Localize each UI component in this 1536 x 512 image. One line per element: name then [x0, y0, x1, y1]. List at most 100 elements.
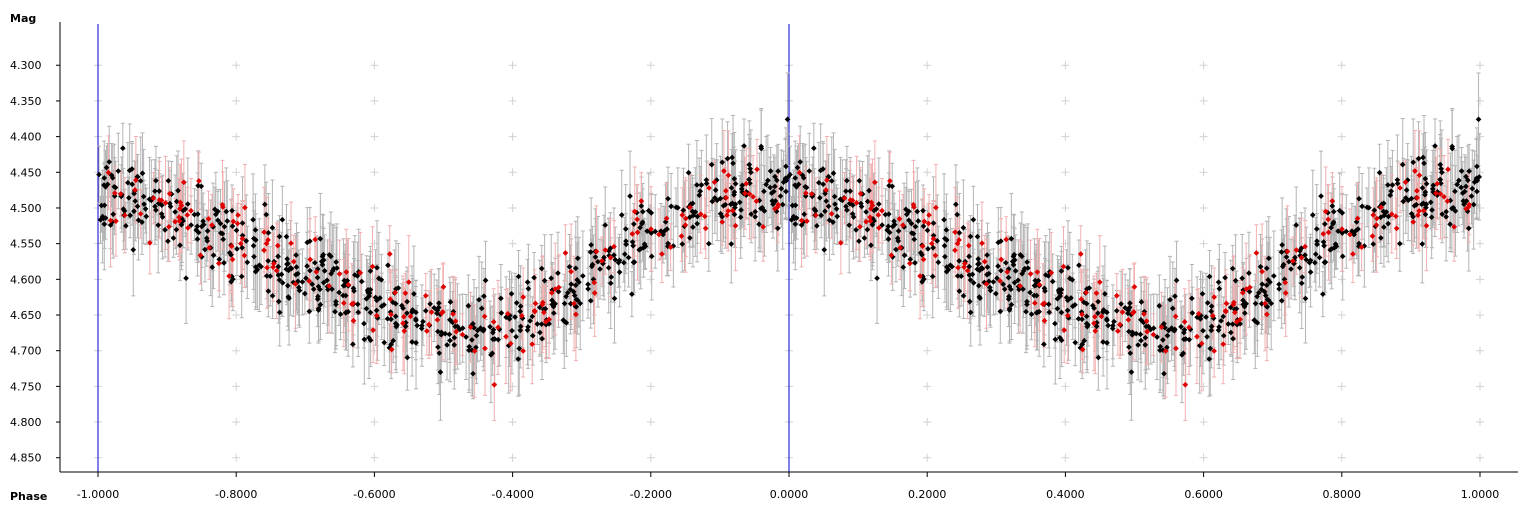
data-point — [1241, 310, 1248, 316]
data-point — [162, 227, 168, 233]
data-point — [1437, 180, 1444, 187]
data-point — [1339, 253, 1346, 260]
data-point — [585, 286, 591, 292]
data-point — [1402, 179, 1409, 185]
data-point — [602, 247, 609, 253]
data-point — [1032, 277, 1039, 284]
grid-cross — [508, 168, 517, 177]
data-point — [109, 175, 116, 181]
data-point — [444, 342, 450, 348]
data-point — [234, 220, 241, 227]
data-point — [564, 289, 571, 296]
data-point — [1215, 279, 1222, 286]
grid-cross — [1476, 453, 1484, 462]
data-point — [748, 169, 754, 176]
data-point — [256, 262, 263, 268]
data-point — [1206, 273, 1213, 280]
data-point — [1232, 309, 1238, 316]
data-point — [930, 235, 937, 242]
data-point — [363, 296, 370, 302]
data-point — [1257, 263, 1264, 270]
data-point — [955, 264, 961, 271]
data-point — [1356, 195, 1362, 202]
data-point — [555, 288, 562, 295]
data-point — [447, 299, 454, 305]
data-point — [803, 184, 810, 191]
data-point — [841, 195, 848, 202]
data-point — [612, 256, 619, 263]
data-point — [273, 267, 280, 274]
data-point — [1454, 181, 1460, 188]
data-point — [856, 238, 862, 244]
data-point — [1465, 225, 1472, 232]
grid-cross — [1337, 453, 1346, 462]
data-point — [722, 201, 729, 208]
data-point — [525, 285, 532, 292]
data-point — [1137, 331, 1144, 338]
grid-cross — [646, 61, 655, 70]
data-point — [917, 273, 923, 279]
data-point — [1181, 319, 1188, 325]
data-point — [738, 186, 745, 192]
data-point — [427, 301, 433, 307]
data-point — [1262, 300, 1268, 307]
data-point — [340, 292, 346, 299]
grid-cross — [646, 418, 655, 427]
data-point — [1129, 329, 1136, 336]
data-point — [769, 198, 776, 204]
data-point — [774, 204, 781, 210]
data-point — [320, 251, 327, 258]
data-point — [250, 242, 257, 249]
data-point — [411, 291, 417, 297]
data-point — [752, 208, 759, 215]
data-point — [1122, 304, 1128, 311]
data-point — [1142, 342, 1149, 348]
data-point — [355, 309, 362, 316]
data-point — [1020, 268, 1027, 274]
data-point — [332, 308, 338, 315]
data-point — [1314, 238, 1320, 244]
data-point — [482, 277, 489, 284]
data-point — [1115, 328, 1121, 334]
data-point — [1421, 160, 1427, 167]
data-point — [185, 201, 191, 207]
data-point — [793, 215, 800, 221]
data-point — [910, 201, 917, 208]
y-tick-label: 4.300 — [10, 59, 42, 72]
data-point — [1432, 143, 1438, 149]
data-point — [384, 315, 391, 322]
data-point — [1003, 236, 1010, 243]
data-point — [481, 313, 488, 320]
data-point — [1083, 289, 1090, 296]
data-point — [1230, 301, 1237, 308]
data-point — [130, 246, 137, 253]
data-point — [567, 300, 574, 307]
data-point — [711, 195, 718, 201]
data-point — [556, 284, 562, 291]
data-point — [919, 252, 925, 258]
data-point — [563, 319, 570, 326]
data-point — [616, 257, 623, 264]
y-tick-label: 4.800 — [10, 416, 42, 429]
data-point — [1109, 325, 1116, 332]
data-point — [952, 247, 958, 254]
data-point — [1276, 286, 1282, 292]
data-point — [509, 327, 515, 334]
data-point — [1246, 288, 1253, 295]
data-point — [129, 181, 136, 188]
data-point — [823, 198, 830, 204]
data-point — [1237, 316, 1243, 323]
data-point — [1333, 243, 1340, 250]
data-point — [1209, 312, 1216, 319]
data-point — [512, 314, 518, 320]
grid-cross — [370, 418, 379, 427]
phase-marker-lines — [97, 24, 790, 472]
data-point — [630, 242, 636, 249]
data-point — [1083, 300, 1090, 307]
data-point — [811, 206, 818, 212]
data-point — [120, 206, 127, 212]
data-point — [1314, 241, 1320, 248]
data-point — [725, 172, 732, 179]
data-point — [113, 218, 119, 224]
data-point — [166, 190, 173, 197]
